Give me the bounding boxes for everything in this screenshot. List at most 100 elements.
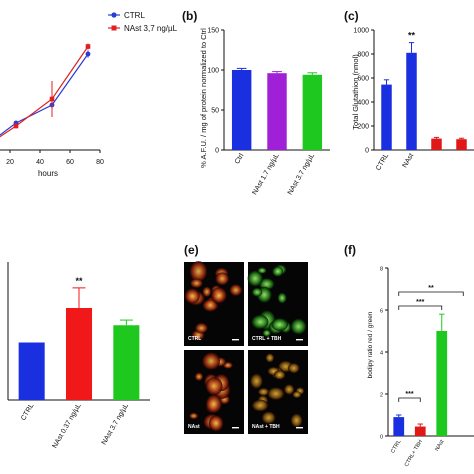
panel-a-x-ticks: 20 40 60 80	[6, 150, 104, 166]
panel-a-legend: CTRL NAst 3,7 ng/µL	[108, 11, 178, 33]
significance-bracket	[398, 305, 443, 310]
panel-e-micrographs: CTRL CTRL + TBH NAst NAst + TBH	[184, 261, 308, 434]
bar	[231, 70, 252, 150]
cell-blob	[262, 329, 271, 337]
y-tick-label: 8	[380, 267, 383, 273]
cell-blob	[271, 318, 288, 331]
cell-blob	[274, 370, 286, 380]
cell-blob	[202, 286, 212, 297]
cell-blob	[205, 377, 223, 396]
x-tick-label: CTRL	[20, 402, 35, 421]
y-tick-label: 0	[365, 148, 369, 155]
panel-c-label: (c)	[344, 9, 359, 23]
panel-f-label: (f)	[344, 243, 356, 257]
bar	[456, 139, 467, 150]
scale-bar	[296, 339, 303, 341]
legend-nast-label: NAst 3,7 ng/µL	[124, 24, 178, 33]
cell-blob	[290, 413, 303, 428]
panel-c-ylabel: Total Glutathion (nmol)	[351, 54, 360, 130]
panel-b-label: (b)	[182, 9, 197, 23]
x-tick-label: CTRL+ TBH	[404, 439, 424, 468]
cell-blob	[292, 391, 302, 399]
y-tick-label: 50	[211, 108, 219, 115]
x-tick-label: NAst	[434, 439, 445, 453]
significance-annotation: **	[75, 276, 83, 286]
panel-b-bar-chart: 0 50 100 150 Ctrl NAst 1.7 ng/µL NAst 3.7 ng/µ…	[207, 28, 330, 196]
panel-d-bar-chart: CTRL NAst 0.37 ng/µL NAst 3.7 ng/µL **	[7, 262, 150, 450]
cell-blob	[223, 361, 233, 369]
significance-annotation: **	[408, 31, 416, 41]
x-tick-label: NAst 3.7 ng/µL	[101, 402, 130, 446]
panel-a-series	[0, 43, 91, 138]
cell-blob	[257, 267, 267, 274]
panel-a-point	[13, 123, 19, 129]
significance-label: **	[428, 285, 434, 292]
panel-b-ylabel: % A.F.U. / mg of protein normalized to C…	[199, 28, 208, 168]
cell-blob	[258, 387, 270, 396]
bar	[381, 84, 392, 150]
bar	[436, 331, 448, 436]
y-tick-label: 100	[207, 68, 219, 75]
significance-label: ***	[416, 299, 424, 306]
micrograph-label: CTRL	[188, 336, 201, 342]
cell-blob	[261, 411, 276, 425]
panel-a-x-tick-label: 40	[36, 159, 44, 166]
panel-a-xlabel: hours	[38, 169, 58, 178]
cell-blob	[211, 287, 227, 304]
x-tick-label: NAst 1.7 ng/µL	[251, 152, 280, 196]
legend-ctrl-label: CTRL	[124, 11, 145, 20]
cell-blob	[189, 412, 199, 420]
cell-blob	[265, 353, 275, 363]
cell-blob	[251, 287, 263, 297]
cell-blob	[189, 261, 208, 282]
panel-a-point	[85, 44, 91, 49]
cell-blob	[202, 352, 220, 370]
cell-blob	[202, 299, 218, 312]
y-tick-label: 150	[207, 28, 219, 35]
panel-a-x-tick-label: 20	[6, 159, 14, 166]
scale-bar	[232, 427, 239, 429]
bar	[267, 73, 287, 150]
scale-bar	[296, 427, 303, 429]
cell-blob	[290, 318, 307, 335]
significance-bracket	[398, 291, 464, 296]
bar	[113, 325, 140, 400]
micrograph-label: NAst	[188, 424, 200, 430]
bar	[406, 52, 417, 150]
cell-blob	[205, 394, 222, 413]
bar	[302, 74, 323, 150]
cell-blob	[251, 314, 269, 329]
cell-blob	[208, 415, 224, 432]
micrograph-label: CTRL + TBH	[252, 336, 282, 342]
cell-blob	[251, 399, 269, 412]
panel-f-ylabel: bodipy ratio red / green	[367, 311, 374, 378]
y-tick-label: 6	[380, 309, 383, 315]
micrograph-label: NAst + TBH	[252, 424, 280, 430]
y-tick-label: 0	[380, 435, 383, 441]
y-tick-label: 200	[357, 124, 369, 131]
y-tick-label: 0	[215, 148, 219, 155]
bar	[393, 417, 405, 436]
x-tick-label: CTRL	[375, 152, 390, 171]
x-tick-label: NAst 0.37 ng/µL	[51, 402, 82, 449]
panel-a-point	[49, 96, 55, 102]
panel-a-x-tick-label: 60	[66, 159, 74, 166]
panel-c-bar-chart: 0 200 400 600 800 1000 CTRL NAst **	[353, 28, 474, 172]
legend-ctrl-marker	[111, 12, 117, 18]
cell-blob	[190, 278, 203, 288]
y-tick-label: 400	[357, 100, 369, 107]
panel-a-series-line-0	[0, 53, 89, 136]
x-tick-label: NAst 3.7 ng/µL	[287, 152, 316, 196]
panel-a-series-line-1	[0, 46, 89, 138]
scale-bar	[232, 339, 239, 341]
bar	[65, 308, 93, 400]
significance-label: ***	[405, 391, 413, 398]
legend-nast-marker	[111, 25, 117, 31]
cell-blob	[284, 384, 295, 395]
cell-blob	[184, 288, 200, 304]
bar	[18, 342, 45, 400]
x-tick-label: NAst	[402, 152, 416, 169]
